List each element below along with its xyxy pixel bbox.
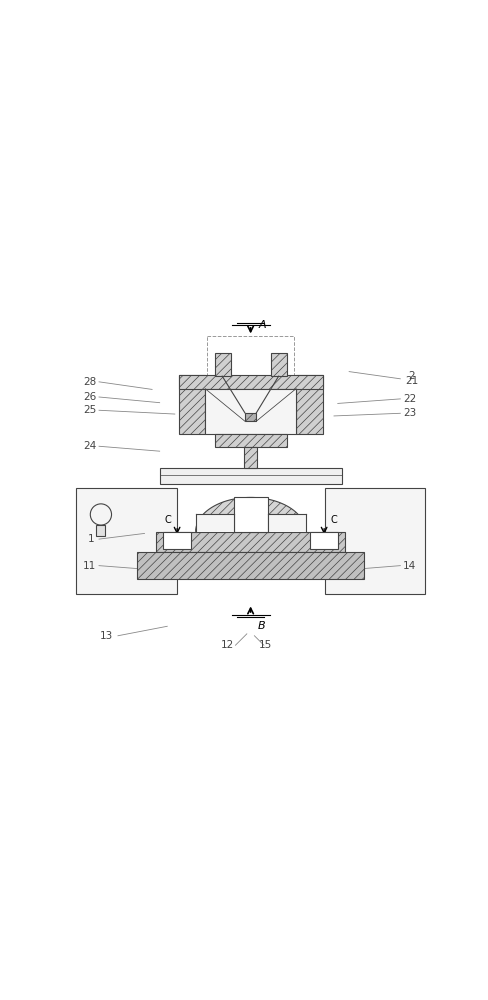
Text: 13: 13 bbox=[100, 631, 113, 641]
Text: 28: 28 bbox=[83, 377, 96, 387]
Text: 11: 11 bbox=[83, 561, 96, 571]
Text: 23: 23 bbox=[402, 408, 416, 418]
Bar bbox=[137, 552, 364, 579]
Bar bbox=[206, 336, 294, 380]
Text: 12: 12 bbox=[221, 640, 234, 650]
Bar bbox=[324, 488, 424, 594]
Bar bbox=[195, 514, 233, 532]
Bar bbox=[156, 532, 345, 552]
Bar bbox=[267, 514, 305, 532]
Text: 26: 26 bbox=[83, 392, 96, 402]
Bar bbox=[178, 375, 205, 434]
Bar bbox=[205, 389, 296, 434]
Polygon shape bbox=[195, 497, 305, 532]
Text: 14: 14 bbox=[402, 561, 416, 571]
Bar bbox=[214, 353, 230, 376]
Bar bbox=[178, 375, 322, 389]
Bar bbox=[96, 525, 105, 536]
Text: C: C bbox=[329, 515, 336, 525]
Text: 15: 15 bbox=[259, 640, 272, 650]
Text: C: C bbox=[164, 515, 171, 525]
Text: 1: 1 bbox=[88, 534, 95, 544]
Bar bbox=[214, 434, 286, 447]
Text: 25: 25 bbox=[83, 405, 96, 415]
Bar bbox=[244, 447, 257, 468]
Text: 24: 24 bbox=[83, 441, 96, 451]
Text: A: A bbox=[258, 320, 265, 330]
Bar bbox=[76, 488, 176, 594]
Text: 22: 22 bbox=[402, 394, 416, 404]
Text: 2: 2 bbox=[407, 371, 414, 381]
Bar bbox=[244, 413, 256, 421]
Bar bbox=[310, 532, 337, 549]
Bar bbox=[295, 375, 322, 434]
Bar bbox=[163, 532, 190, 549]
Text: B: B bbox=[258, 621, 265, 631]
Bar bbox=[159, 468, 341, 484]
Bar bbox=[233, 497, 267, 532]
Text: 21: 21 bbox=[404, 376, 417, 386]
Bar bbox=[270, 353, 286, 376]
